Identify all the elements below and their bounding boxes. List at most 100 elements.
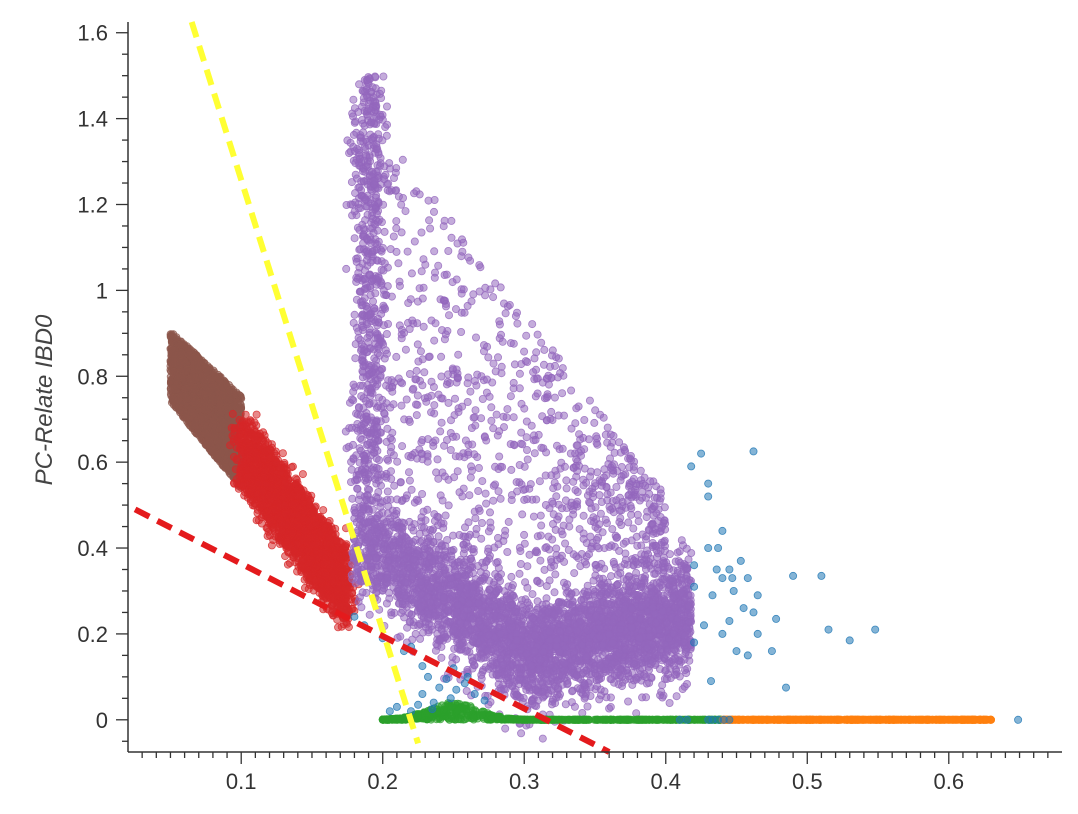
data-point — [207, 447, 216, 456]
data-point — [200, 405, 209, 414]
data-point — [277, 526, 286, 535]
data-point — [222, 403, 231, 412]
data-point — [312, 520, 321, 529]
data-point — [232, 474, 241, 483]
data-point — [286, 482, 295, 491]
data-point — [211, 432, 220, 441]
data-point — [228, 409, 237, 418]
data-point — [166, 330, 175, 339]
data-point — [397, 200, 406, 209]
data-point — [177, 372, 186, 381]
data-point — [234, 484, 243, 493]
data-point — [393, 457, 402, 466]
data-point — [280, 501, 289, 510]
data-point — [268, 473, 277, 482]
data-point — [167, 360, 176, 369]
data-point — [298, 534, 307, 543]
data-point — [233, 454, 242, 463]
data-point — [328, 525, 337, 534]
data-point — [417, 228, 426, 237]
data-point — [195, 357, 204, 366]
data-point — [217, 388, 226, 397]
data-point — [263, 532, 272, 541]
data-point — [501, 309, 510, 318]
data-point — [280, 510, 289, 519]
data-point — [317, 586, 326, 595]
data-point — [305, 559, 314, 568]
data-point — [258, 487, 267, 496]
data-point — [593, 468, 602, 477]
data-point — [307, 541, 316, 550]
data-point — [536, 556, 545, 565]
data-point — [307, 509, 316, 518]
data-point — [636, 466, 645, 475]
data-point — [280, 458, 289, 467]
data-point — [288, 500, 297, 509]
data-point — [437, 352, 446, 361]
points-layer — [166, 72, 1023, 743]
data-point — [278, 449, 287, 458]
data-point — [489, 359, 498, 368]
data-point — [235, 423, 244, 432]
data-point — [288, 527, 297, 536]
data-point — [209, 381, 218, 390]
data-point — [304, 570, 313, 579]
data-point — [337, 569, 346, 578]
data-point — [265, 445, 274, 454]
data-point — [283, 560, 292, 569]
data-point — [379, 72, 388, 81]
data-point — [168, 393, 177, 402]
data-point — [203, 362, 212, 371]
data-point — [250, 418, 259, 427]
data-point — [267, 541, 276, 550]
data-point — [201, 382, 210, 391]
data-point — [288, 462, 297, 471]
data-point — [187, 407, 196, 416]
data-point — [302, 490, 311, 499]
data-point — [297, 562, 306, 571]
data-point — [509, 413, 518, 422]
data-point — [608, 525, 617, 534]
data-point — [382, 329, 391, 338]
data-point — [201, 429, 210, 438]
data-point — [368, 297, 377, 306]
data-point — [331, 545, 340, 554]
data-point — [248, 501, 257, 510]
data-point — [321, 571, 330, 580]
data-point — [204, 436, 213, 445]
data-point — [319, 506, 328, 515]
data-point — [517, 729, 526, 738]
data-point — [481, 489, 490, 498]
data-point — [182, 394, 191, 403]
data-point — [325, 517, 334, 526]
data-point — [299, 514, 308, 523]
series-2 — [341, 72, 696, 743]
data-point — [320, 524, 329, 533]
data-point — [517, 399, 526, 408]
data-point — [182, 413, 191, 422]
data-point — [434, 532, 443, 541]
data-point — [493, 353, 502, 362]
data-point — [255, 503, 264, 512]
data-point — [269, 525, 278, 534]
data-point — [341, 584, 350, 593]
data-point — [190, 420, 199, 429]
data-point — [171, 382, 180, 391]
data-point — [213, 451, 222, 460]
data-point — [632, 709, 641, 718]
data-point — [281, 552, 290, 561]
data-point — [341, 543, 350, 552]
data-point — [197, 413, 206, 422]
data-point — [275, 536, 284, 545]
data-point — [573, 487, 582, 496]
data-point — [181, 384, 190, 393]
data-point — [331, 551, 340, 560]
data-point — [426, 224, 435, 233]
data-point — [250, 425, 259, 434]
data-point — [419, 322, 428, 331]
data-point — [210, 371, 219, 380]
data-point — [305, 499, 314, 508]
data-point — [278, 520, 287, 529]
data-point — [259, 436, 268, 445]
